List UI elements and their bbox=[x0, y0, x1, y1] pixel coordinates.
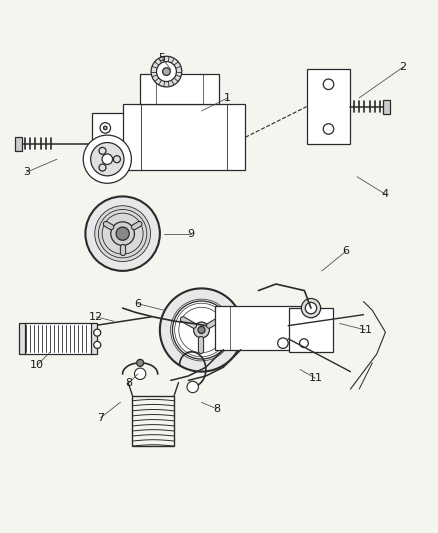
Circle shape bbox=[96, 207, 149, 260]
Bar bbox=[24, 324, 92, 354]
Circle shape bbox=[134, 368, 146, 379]
Circle shape bbox=[300, 339, 308, 348]
Text: 6: 6 bbox=[134, 298, 141, 309]
Text: 11: 11 bbox=[308, 373, 322, 383]
Text: 2: 2 bbox=[399, 62, 406, 72]
Circle shape bbox=[83, 135, 131, 183]
Text: 6: 6 bbox=[343, 246, 350, 256]
Text: 9: 9 bbox=[187, 229, 194, 239]
Circle shape bbox=[103, 126, 107, 130]
Circle shape bbox=[99, 147, 106, 155]
Text: 12: 12 bbox=[89, 312, 103, 322]
Circle shape bbox=[100, 123, 110, 133]
Circle shape bbox=[99, 164, 106, 171]
Circle shape bbox=[94, 329, 101, 336]
Bar bbox=[19, 324, 25, 354]
Text: 8: 8 bbox=[213, 404, 220, 414]
Text: 3: 3 bbox=[23, 167, 30, 177]
Circle shape bbox=[151, 56, 182, 87]
Circle shape bbox=[194, 322, 209, 338]
Bar bbox=[307, 69, 350, 144]
Text: 8: 8 bbox=[126, 377, 133, 387]
Text: 5: 5 bbox=[159, 53, 166, 63]
Bar bbox=[15, 136, 22, 151]
Circle shape bbox=[305, 302, 317, 314]
Circle shape bbox=[94, 342, 101, 349]
Circle shape bbox=[301, 298, 321, 318]
Circle shape bbox=[323, 124, 334, 134]
Circle shape bbox=[113, 156, 120, 163]
Circle shape bbox=[156, 62, 177, 82]
Circle shape bbox=[116, 227, 129, 240]
Text: 10: 10 bbox=[30, 360, 44, 370]
Circle shape bbox=[278, 338, 288, 349]
Circle shape bbox=[102, 154, 113, 165]
Circle shape bbox=[162, 68, 170, 76]
Bar bbox=[289, 308, 333, 352]
Circle shape bbox=[198, 327, 205, 334]
Circle shape bbox=[103, 149, 107, 153]
Bar bbox=[123, 104, 245, 170]
Circle shape bbox=[111, 222, 134, 246]
Circle shape bbox=[100, 146, 110, 156]
Bar bbox=[140, 74, 219, 104]
Text: 1: 1 bbox=[224, 93, 231, 103]
Circle shape bbox=[95, 206, 151, 262]
Bar bbox=[91, 324, 97, 354]
Circle shape bbox=[91, 142, 124, 176]
Bar bbox=[383, 100, 390, 114]
Bar bbox=[215, 306, 320, 350]
Circle shape bbox=[160, 288, 243, 372]
Circle shape bbox=[187, 381, 198, 393]
Text: 4: 4 bbox=[382, 189, 389, 199]
Text: 11: 11 bbox=[359, 325, 373, 335]
Circle shape bbox=[323, 79, 334, 90]
Circle shape bbox=[137, 359, 144, 366]
Circle shape bbox=[173, 301, 230, 359]
Circle shape bbox=[85, 197, 160, 271]
Bar bbox=[92, 113, 127, 166]
Bar bbox=[132, 395, 174, 446]
Text: 7: 7 bbox=[97, 413, 104, 423]
